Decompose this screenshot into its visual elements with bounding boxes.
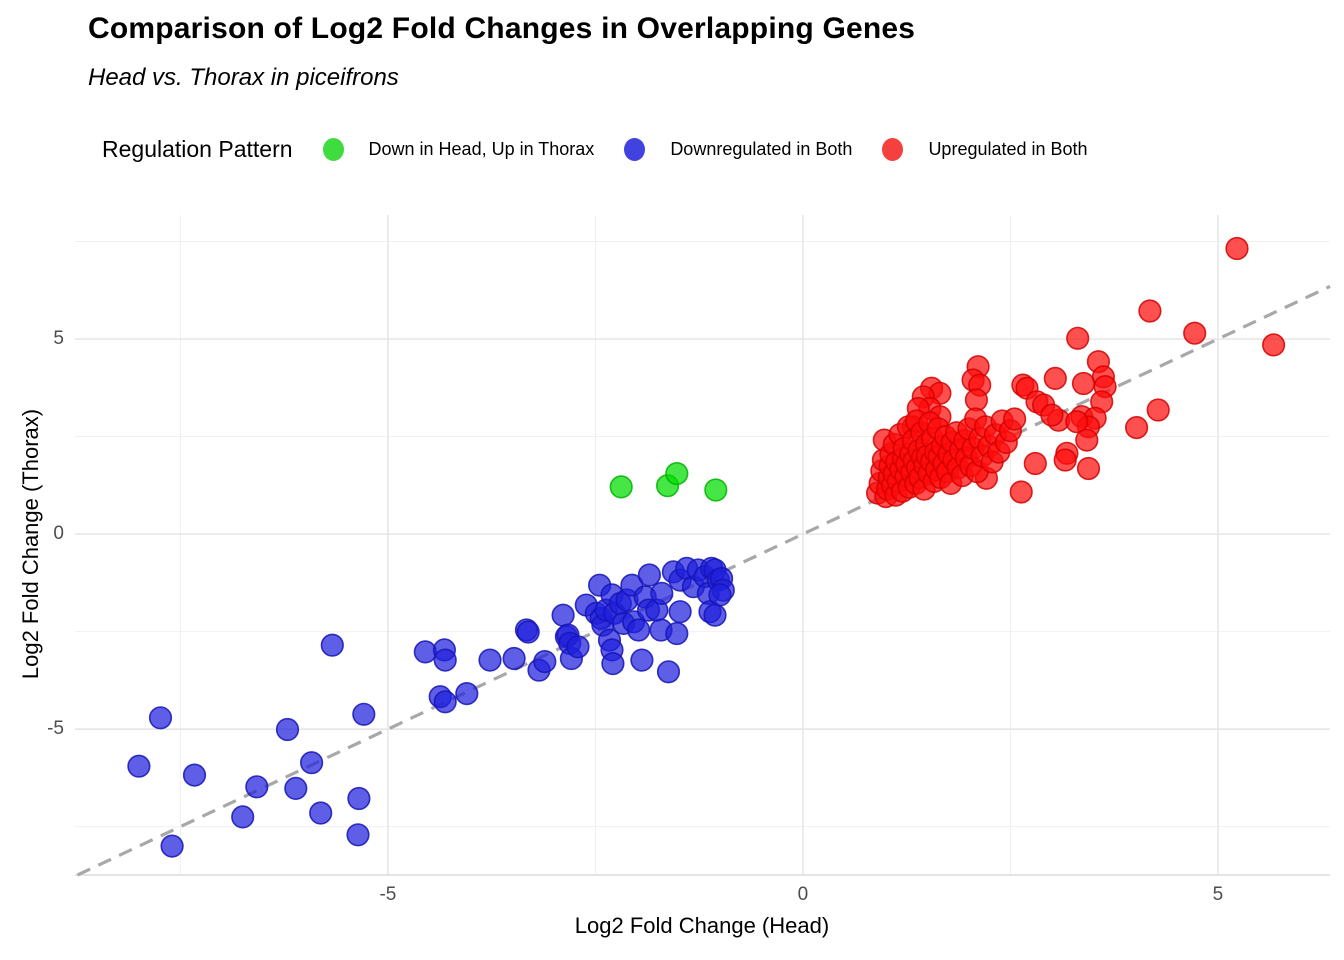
data-point [650,581,674,606]
data-point [668,600,692,624]
data-point [1183,321,1207,345]
data-point [637,563,662,587]
data-point [284,776,308,801]
data-point [665,462,689,486]
data-point [320,633,344,657]
data-point [566,635,590,659]
data-point [1225,236,1249,261]
data-point [1023,451,1047,476]
data-point [656,660,681,684]
data-point [516,620,540,644]
legend-item-label: Upregulated in Both [928,139,1088,159]
data-point [1146,398,1170,422]
y-tick-label: 0 [53,523,64,545]
x-tick-label: 5 [1212,884,1224,905]
legend-item-label: Down in Head, Up in Thorax [368,139,595,159]
data-point [1043,366,1067,391]
legend-swatch-icon [322,138,344,161]
legend-item: Downregulated in Both [624,138,852,161]
data-point [1075,428,1099,452]
data-point [704,478,728,502]
data-point [245,775,269,799]
data-point [1053,448,1077,472]
data-point [1261,333,1286,357]
data-point [601,651,625,676]
x-axis-label: Log2 Fold Change (Head) [574,913,830,938]
legend-item-label: Downregulated in Both [670,139,853,159]
data-point [160,834,184,858]
legend-swatch-icon [882,138,904,161]
data-point [347,786,371,811]
legend-title: Regulation Pattern [102,136,293,162]
data-point [300,751,324,775]
legend-item: Upregulated in Both [882,138,1088,161]
data-point [127,754,151,778]
data-point [455,681,479,706]
data-point [148,706,173,730]
legend-swatch-icon [624,138,646,161]
data-point [309,801,333,825]
data-point [478,648,502,672]
data-point [502,646,526,671]
data-point [275,717,300,742]
legend: Regulation Pattern Down in Head, Up in T… [102,136,1088,163]
data-point [1009,480,1033,504]
data-point [533,649,557,674]
data-point [551,603,575,627]
data-point [352,702,376,726]
data-point [1124,416,1149,440]
data-point [665,621,689,646]
data-point [1071,371,1096,396]
data-point [609,475,633,499]
data-point [1065,410,1089,434]
data-point [1002,407,1027,431]
data-point [703,603,727,627]
y-axis-label: Log2 Fold Change (Thorax) [18,408,43,680]
data-point [231,805,255,829]
chart-title: Comparison of Log2 Fold Changes in Overl… [88,12,916,45]
y-tick-label: 5 [53,328,64,350]
data-point [630,648,654,672]
data-point [413,640,437,664]
data-point [182,763,207,787]
data-point [1066,326,1090,350]
data-point [626,618,651,642]
data-point [1040,403,1064,427]
y-tick-label: -5 [47,718,64,740]
data-point [708,583,732,607]
chart-subtitle: Head vs. Thorax in piceifrons [88,64,399,91]
data-point [433,690,457,714]
x-tick-label: -5 [379,884,397,905]
legend-item: Down in Head, Up in Thorax [322,138,595,161]
x-tick-label: 0 [797,884,809,905]
data-point [1076,456,1101,481]
data-point [433,648,457,672]
data-point [346,823,370,847]
data-point [1138,299,1162,323]
